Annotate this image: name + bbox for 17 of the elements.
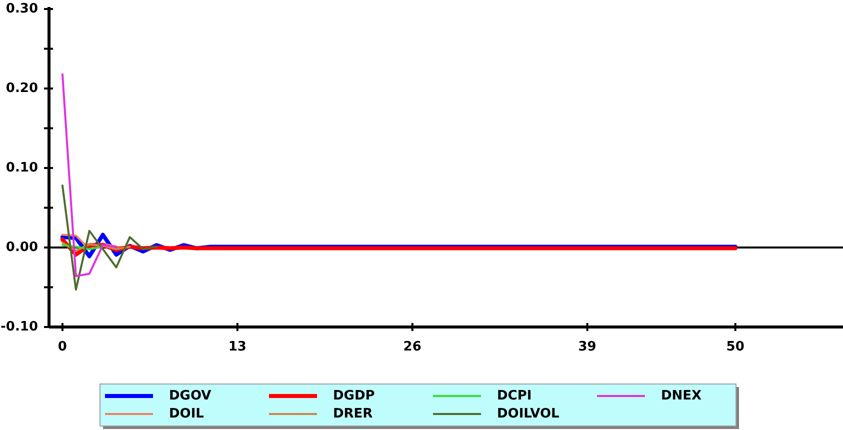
y-tick-label: 0.20 xyxy=(6,81,38,96)
y-tick-label: 0.30 xyxy=(6,2,38,16)
x-tick-label: 50 xyxy=(726,340,744,354)
legend-label: DGDP xyxy=(333,388,375,404)
x-tick-label: 13 xyxy=(228,340,246,354)
legend-label: DGOV xyxy=(169,388,212,404)
legend-label: DNEX xyxy=(661,388,702,404)
x-tick-label: 39 xyxy=(578,340,596,354)
legend-label: DOILVOL xyxy=(497,406,560,422)
legend-label: DRER xyxy=(333,406,373,422)
legend-label: DCPI xyxy=(497,388,532,404)
x-tick-label: 26 xyxy=(403,340,422,354)
y-tick-label: -0.10 xyxy=(0,320,38,334)
y-tick-label: 0.10 xyxy=(6,160,38,176)
legend-label: DOIL xyxy=(169,406,204,422)
x-tick-label: 0 xyxy=(58,340,67,354)
y-tick-label: 0.00 xyxy=(6,240,38,255)
